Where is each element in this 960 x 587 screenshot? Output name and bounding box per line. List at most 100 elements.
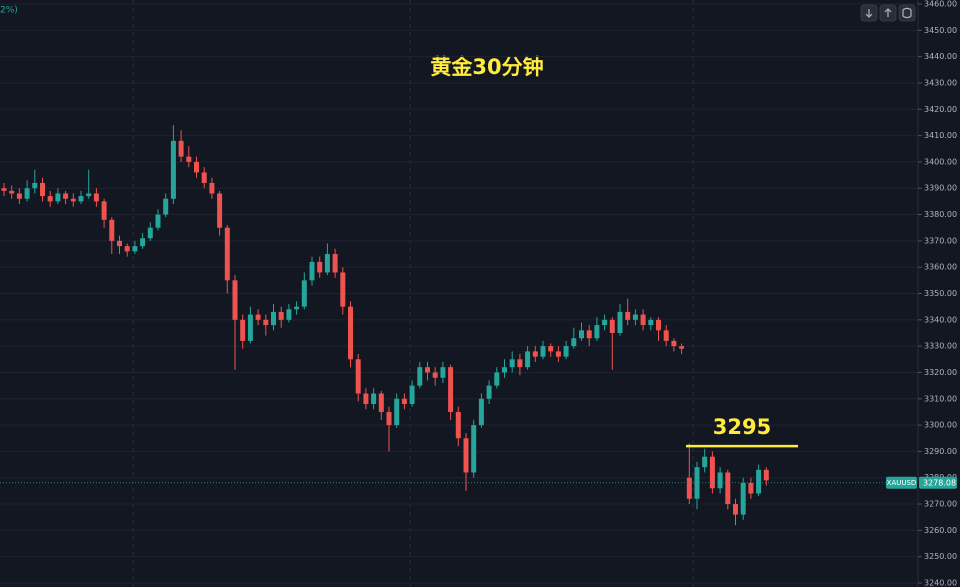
y-tick-label: 3440.00 [924,52,957,61]
candle-body [232,280,238,320]
candle-body [201,172,207,183]
candle-body [733,504,738,515]
y-tick-label: 3430.00 [924,78,957,87]
candle-body [748,482,754,494]
symbol-label: XAUUSD [887,479,917,487]
candle-body [656,319,661,331]
candle-body [47,196,53,202]
candle-body [301,280,307,307]
candle-body [494,372,500,386]
candle-body [532,351,538,357]
candle-body [617,311,623,333]
candle-body [324,254,330,273]
candle-body [717,472,723,489]
y-tick-label: 3360.00 [924,263,957,272]
candle-body [478,398,484,426]
scroll-up-button[interactable] [879,4,897,22]
candle-body [625,311,631,320]
candle-body [663,330,669,341]
candle-body [609,319,615,333]
candle-body [294,306,300,310]
candle-body [702,456,708,468]
y-tick-label: 3410.00 [924,131,957,140]
candle-body [55,193,61,202]
candle-body [224,227,230,281]
y-tick-label: 3240.00 [924,579,957,587]
corner-text: 2%) [0,6,18,16]
candle-body [263,319,269,326]
candle-body [170,140,176,199]
candle-body [140,238,146,247]
chart-title: 黄金30分钟 [430,55,543,79]
candle-body [255,314,261,320]
candle-body [502,367,507,373]
candle-body [40,182,45,197]
candle-body [16,193,22,199]
candle-body [186,156,192,162]
candle-body [163,198,169,215]
y-tick-label: 3370.00 [924,236,957,245]
candle-body [571,338,577,347]
candle-body [9,190,15,194]
candle-body [309,261,315,281]
candle-body [586,330,592,339]
candle-body [217,193,223,228]
candle-body [602,319,608,326]
candle-body [194,161,199,173]
y-tick-label: 3270.00 [924,500,957,509]
candle-body [70,198,76,202]
candle-body [155,214,161,228]
candle-body [440,367,446,378]
candle-body [686,477,692,499]
candle-body [671,340,677,347]
candle-body [763,469,769,481]
scroll-down-button[interactable] [860,4,878,22]
candle-body [740,482,746,515]
candle-body [371,393,377,405]
candle-body [555,351,561,357]
candle-body [463,438,469,473]
y-tick-label: 3300.00 [924,421,957,430]
candle-body [486,385,492,399]
candle-body [363,393,369,405]
y-tick-label: 3260.00 [924,526,957,535]
candle-body [579,330,584,339]
candle-body [32,182,38,189]
candle-body [355,359,361,394]
candle-body [101,201,107,220]
candle-body [109,219,115,241]
candle-body [178,140,184,157]
candle-body [378,393,384,412]
candle-body [386,411,392,426]
candle-body [93,193,99,202]
candle-body [63,193,69,199]
y-tick-label: 3400.00 [924,157,957,166]
candle-body [332,254,338,273]
candle-body [563,346,569,357]
candle-body [86,193,92,197]
y-tick-label: 3460.00 [924,0,957,9]
price-tag [919,476,957,489]
price-label: 3278.08 [923,478,956,487]
y-tick-label: 3330.00 [924,342,957,351]
candle-body [271,311,276,326]
candle-body [247,314,253,341]
candle-body [725,472,731,505]
candle-body [24,188,30,199]
candle-body [117,240,122,247]
candle-body [147,227,153,239]
candle-body [471,425,477,473]
y-tick-label: 3320.00 [924,368,957,377]
candle-body [756,469,762,494]
candle-body [394,398,400,426]
candle-body [517,359,523,368]
candle-body [679,346,685,349]
y-tick-label: 3350.00 [924,289,957,298]
reset-button[interactable] [898,4,916,22]
candle-body [525,351,531,368]
candle-body [548,346,554,352]
y-tick-label: 3310.00 [924,394,957,403]
y-tick-label: 3450.00 [924,26,957,35]
candle-body [425,367,430,373]
